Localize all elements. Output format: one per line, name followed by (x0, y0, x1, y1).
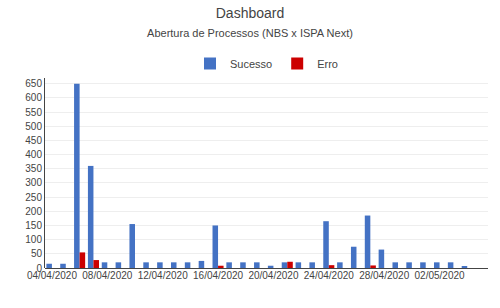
svg-text:16/04/2020: 16/04/2020 (193, 270, 243, 281)
svg-text:100: 100 (25, 234, 42, 245)
svg-text:04/04/2020: 04/04/2020 (27, 270, 77, 281)
svg-text:200: 200 (25, 206, 42, 217)
svg-text:500: 500 (25, 121, 42, 132)
svg-text:300: 300 (25, 177, 42, 188)
svg-text:28/04/2020: 28/04/2020 (359, 270, 409, 281)
svg-text:12/04/2020: 12/04/2020 (138, 270, 188, 281)
svg-text:Sucesso: Sucesso (230, 58, 272, 70)
svg-text:Erro: Erro (317, 58, 338, 70)
svg-text:24/04/2020: 24/04/2020 (304, 270, 354, 281)
svg-text:50: 50 (31, 248, 43, 259)
svg-text:0: 0 (36, 263, 42, 274)
svg-text:08/04/2020: 08/04/2020 (82, 270, 132, 281)
svg-text:02/05/2020: 02/05/2020 (415, 270, 465, 281)
svg-text:DashboardAbertura de Processos: DashboardAbertura de Processos (NBS x IS… (147, 5, 353, 38)
svg-text:250: 250 (25, 192, 42, 203)
svg-text:150: 150 (25, 220, 42, 231)
svg-text:450: 450 (25, 135, 42, 146)
svg-text:600: 600 (25, 92, 42, 103)
svg-text:20/04/2020: 20/04/2020 (248, 270, 298, 281)
svg-text:550: 550 (25, 107, 42, 118)
svg-text:650: 650 (25, 78, 42, 89)
svg-text:350: 350 (25, 163, 42, 174)
svg-text:400: 400 (25, 149, 42, 160)
